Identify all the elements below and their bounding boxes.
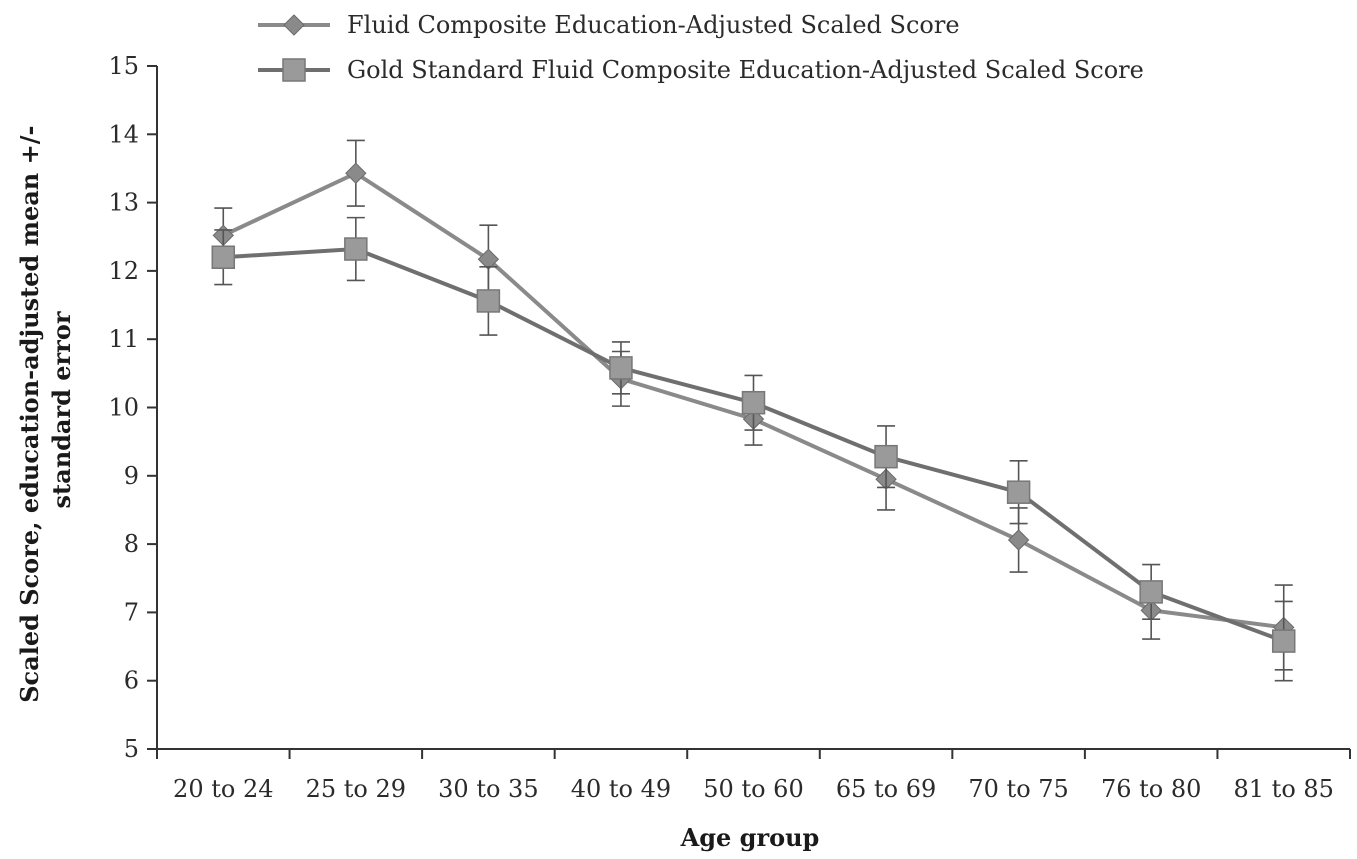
y-tick-label: 6 xyxy=(124,667,139,695)
y-tick-label: 10 xyxy=(108,394,139,422)
data-point-square xyxy=(1140,581,1162,603)
x-axis-title: Age group xyxy=(680,823,820,852)
y-axis-title: Scaled Score, education-adjusted mean +/… xyxy=(15,117,76,703)
y-tick-label: 5 xyxy=(124,735,139,763)
legend-label: Fluid Composite Education-Adjusted Scale… xyxy=(347,11,960,39)
x-tick-label: 81 to 85 xyxy=(1234,775,1334,803)
x-tick-label: 65 to 69 xyxy=(836,775,936,803)
x-axis: 20 to 24 25 to 29 30 to 35 40 to 49 50 to 60… xyxy=(157,749,1350,803)
data-point-square xyxy=(477,290,499,312)
plot-area xyxy=(212,140,1294,680)
y-axis-title-line-2: standard error xyxy=(47,311,76,508)
y-tick-label: 13 xyxy=(108,189,139,217)
y-tick-label: 15 xyxy=(108,52,139,80)
data-point-square xyxy=(1273,630,1295,652)
data-point-square xyxy=(743,392,765,414)
data-point-square xyxy=(345,238,367,260)
x-tick-label: 76 to 80 xyxy=(1101,775,1201,803)
x-tick-label: 40 to 49 xyxy=(571,775,671,803)
y-tick-label: 14 xyxy=(108,120,139,148)
legend-label: Gold Standard Fluid Composite Education-… xyxy=(347,56,1144,84)
x-tick-label: 20 to 24 xyxy=(173,775,273,803)
y-tick-label: 11 xyxy=(108,325,139,353)
legend-marker-diamond xyxy=(284,15,304,35)
x-tick-label: 50 to 60 xyxy=(703,775,803,803)
data-point-square xyxy=(875,446,897,468)
series-2 xyxy=(212,218,1294,681)
legend-marker-square xyxy=(283,59,305,81)
x-tick-label: 70 to 75 xyxy=(968,775,1068,803)
legend-item-1: Fluid Composite Education-Adjusted Scale… xyxy=(258,11,960,39)
x-tick-label: 25 to 29 xyxy=(306,775,406,803)
legend: Fluid Composite Education-Adjusted Scale… xyxy=(258,11,1144,84)
data-point-diamond xyxy=(1009,530,1029,550)
data-point-square xyxy=(610,357,632,379)
y-tick-label: 12 xyxy=(108,257,139,285)
y-tick-label: 9 xyxy=(124,462,139,490)
data-point-square xyxy=(1008,481,1030,503)
y-axis: 5 6 7 8 9 10 11 12 13 14 15 xyxy=(108,52,157,763)
y-tick-label: 8 xyxy=(124,530,139,558)
y-axis-title-line-1: Scaled Score, education-adjusted mean +/… xyxy=(15,126,44,703)
data-point-square xyxy=(212,246,234,268)
y-tick-label: 7 xyxy=(124,598,139,626)
legend-item-2: Gold Standard Fluid Composite Education-… xyxy=(258,56,1144,84)
data-point-diamond xyxy=(346,163,366,183)
x-tick-label: 30 to 35 xyxy=(438,775,538,803)
